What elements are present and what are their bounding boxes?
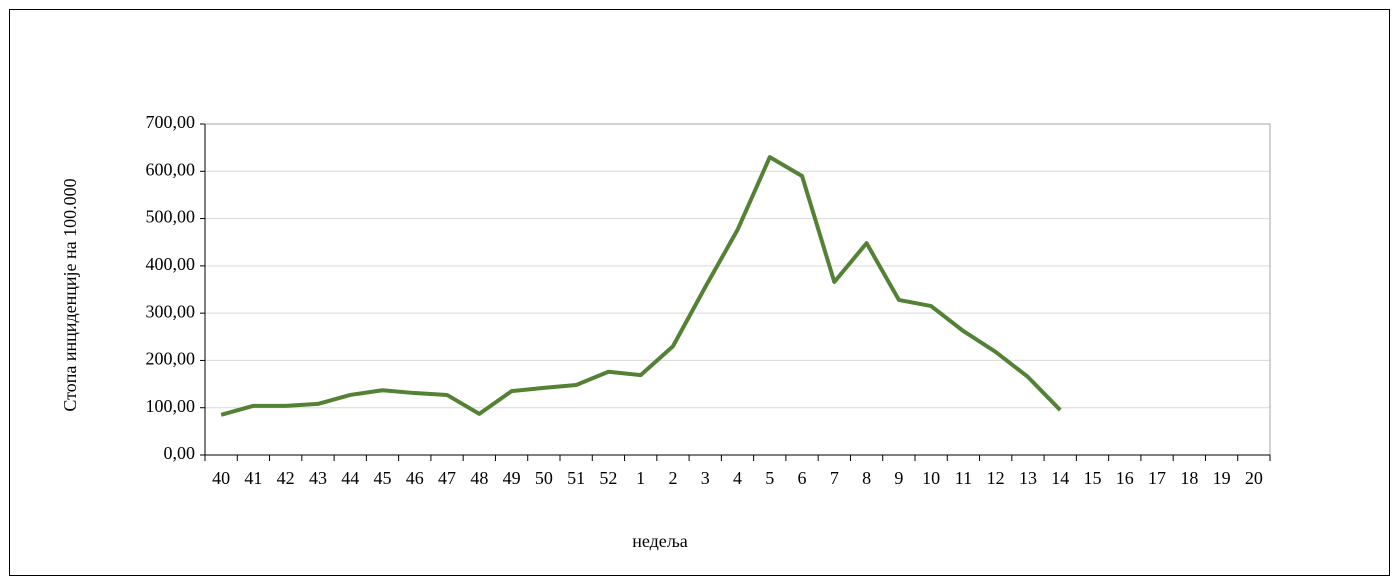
x-tick-label: 42 bbox=[277, 468, 295, 488]
x-axis-label: недеља bbox=[632, 531, 688, 551]
x-tick-label: 3 bbox=[701, 468, 710, 488]
x-tick-label: 46 bbox=[406, 468, 424, 488]
y-tick-label: 700,00 bbox=[146, 112, 196, 132]
x-tick-label: 48 bbox=[470, 468, 488, 488]
x-tick-label: 2 bbox=[668, 468, 677, 488]
x-tick-label: 40 bbox=[212, 468, 230, 488]
x-tick-label: 6 bbox=[798, 468, 807, 488]
x-tick-label: 49 bbox=[503, 468, 521, 488]
x-tick-label: 52 bbox=[599, 468, 617, 488]
x-tick-label: 43 bbox=[309, 468, 327, 488]
x-tick-label: 19 bbox=[1213, 468, 1231, 488]
x-tick-label: 45 bbox=[374, 468, 392, 488]
y-tick-label: 100,00 bbox=[146, 396, 196, 416]
x-tick-label: 12 bbox=[987, 468, 1005, 488]
y-tick-label: 300,00 bbox=[146, 301, 196, 321]
y-axis-label: Стопа инциденције на 100.000 bbox=[60, 178, 80, 411]
x-tick-label: 18 bbox=[1180, 468, 1198, 488]
x-tick-label: 13 bbox=[1019, 468, 1037, 488]
y-tick-label: 500,00 bbox=[146, 207, 196, 227]
data-line bbox=[220, 155, 1062, 417]
x-tick-label: 5 bbox=[765, 468, 774, 488]
y-tick-label: 400,00 bbox=[146, 254, 196, 274]
plot-border bbox=[204, 123, 1271, 456]
x-tick-label: 20 bbox=[1245, 468, 1263, 488]
y-tick-label: 0,00 bbox=[164, 443, 196, 463]
y-tick-label: 600,00 bbox=[146, 159, 196, 179]
x-tick-label: 1 bbox=[636, 468, 645, 488]
x-tick-label: 51 bbox=[567, 468, 585, 488]
x-tick-label: 9 bbox=[894, 468, 903, 488]
x-tick-label: 8 bbox=[862, 468, 871, 488]
x-tick-label: 4 bbox=[733, 468, 742, 488]
x-tick-label: 11 bbox=[955, 468, 972, 488]
chart-border bbox=[9, 9, 1390, 576]
x-tick-label: 41 bbox=[244, 468, 262, 488]
x-tick-label: 47 bbox=[438, 468, 456, 488]
x-tick-label: 50 bbox=[535, 468, 553, 488]
x-tick-label: 44 bbox=[341, 468, 359, 488]
x-tick-label: 10 bbox=[922, 468, 940, 488]
x-tick-label: 7 bbox=[830, 468, 839, 488]
x-tick-label: 14 bbox=[1051, 468, 1069, 488]
x-tick-label: 17 bbox=[1148, 468, 1166, 488]
x-tick-label: 16 bbox=[1116, 468, 1134, 488]
y-tick-label: 200,00 bbox=[146, 349, 196, 369]
x-tick-label: 15 bbox=[1084, 468, 1102, 488]
